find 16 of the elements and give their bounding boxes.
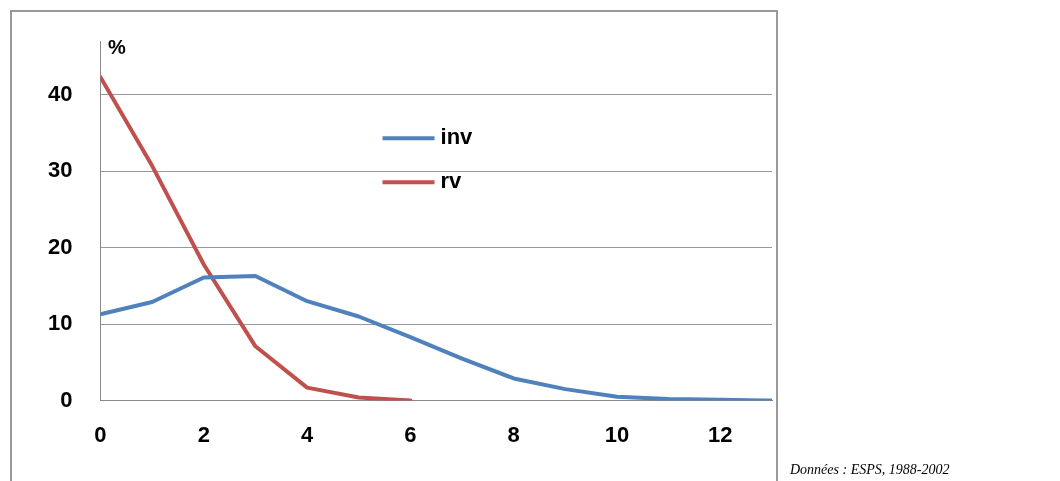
text: Données : ESPS, 1988-2002 bbox=[790, 462, 950, 478]
x-tick-label: 0 bbox=[94, 421, 107, 447]
x-tick-label: 10 bbox=[604, 421, 630, 447]
x-tick-label: 2 bbox=[197, 421, 210, 447]
y-tick-label: 40 bbox=[47, 80, 73, 106]
y-tick-label: 10 bbox=[47, 310, 73, 336]
y-tick-label: 20 bbox=[47, 233, 73, 259]
x-tick-label: 12 bbox=[708, 421, 733, 447]
y-tick-label: 30 bbox=[47, 157, 73, 183]
y-axis-title: % bbox=[108, 36, 126, 59]
legend-label: inv bbox=[440, 124, 474, 150]
x-tick-label: 8 bbox=[507, 421, 520, 447]
y-tick-label: 0 bbox=[60, 386, 73, 412]
x-tick-label: 6 bbox=[404, 421, 417, 447]
x-tick-label: 4 bbox=[300, 421, 314, 447]
legend-label: rv bbox=[440, 168, 463, 194]
